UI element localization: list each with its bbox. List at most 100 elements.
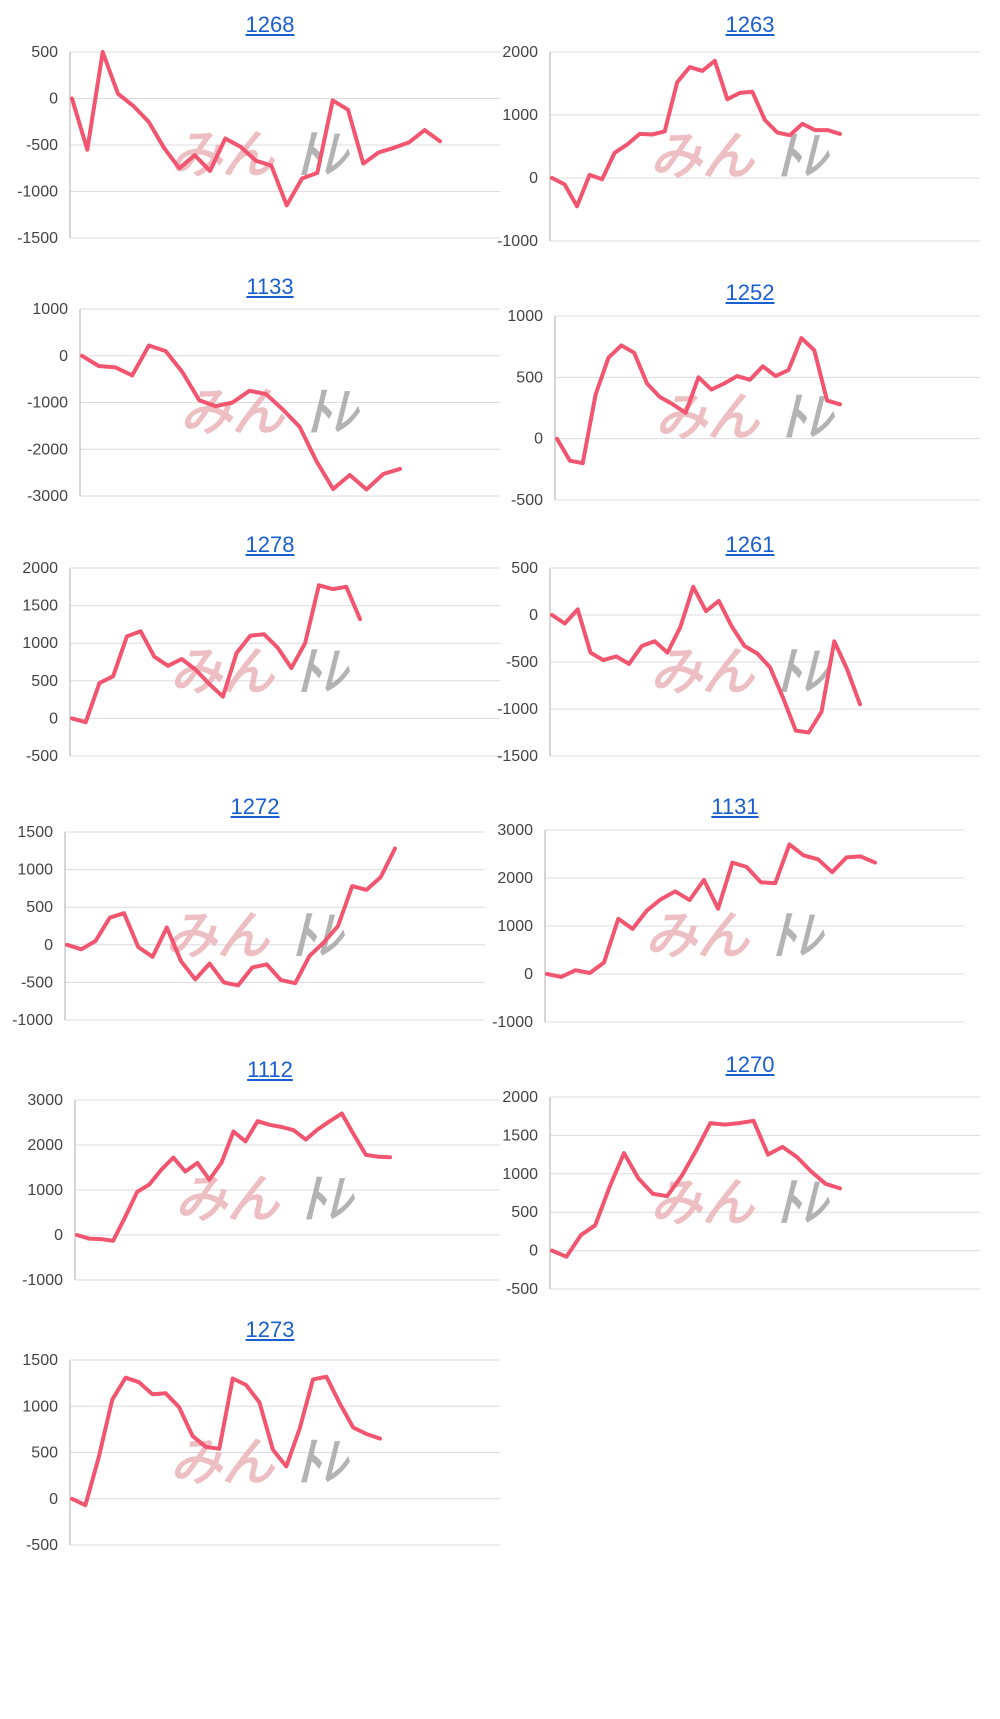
y-tick-label: 1000	[32, 301, 68, 318]
chart-panel-1278: 1278 2000 1500 1000 500 0 -500 みん ﾄﾚ	[20, 520, 520, 805]
y-tick-label: 1500	[17, 824, 53, 841]
y-tick-label: 2000	[27, 1137, 63, 1154]
y-tick-label: -500	[506, 654, 538, 671]
watermark-text-red: みん	[650, 1174, 756, 1234]
y-tick-label: 0	[534, 431, 543, 448]
chart-panel-1112: 1112 3000 2000 1000 0 -1000 みん ﾄﾚ	[20, 1045, 520, 1330]
watermark-logo: みん ﾄﾚ	[645, 907, 826, 967]
y-tick-label: -500	[506, 1281, 538, 1298]
y-tick-label: -1000	[497, 233, 538, 250]
chart-panel-1263: 1263 2000 1000 0 -1000 みん ﾄﾚ	[497, 0, 1000, 285]
chart-panel-1261: 1261 500 0 -500 -1000 -1500 みん ﾄﾚ	[497, 520, 1000, 805]
chart-title-link[interactable]: 1263	[725, 12, 775, 37]
y-tick-label: -500	[26, 137, 58, 154]
y-tick-label: 2000	[497, 870, 533, 887]
chart-title-link[interactable]: 1270	[725, 1052, 775, 1077]
y-tick-label: 1000	[502, 107, 538, 124]
chart-title-link[interactable]: 1278	[245, 532, 295, 557]
y-tick-label: 0	[49, 1491, 58, 1508]
series-line	[70, 50, 442, 208]
y-tick-label: 2000	[22, 560, 58, 577]
y-tick-label: 1500	[502, 1127, 538, 1144]
watermark-logo: みん ﾄﾚ	[650, 1174, 831, 1234]
chart-title-link[interactable]: 1268	[245, 12, 295, 37]
watermark-logo: みん ﾄﾚ	[180, 383, 361, 443]
line-chart: 2000 1000 0 -1000 みん ﾄﾚ	[497, 44, 980, 250]
chart-title-link[interactable]: 1272	[230, 794, 280, 819]
y-tick-label: 2000	[502, 1089, 538, 1106]
watermark-text-gray: ﾄﾚ	[290, 906, 346, 966]
line-chart: 1000 500 0 -500 みん ﾄﾚ	[507, 308, 980, 509]
series-line	[65, 846, 397, 988]
y-tick-label: 0	[59, 348, 68, 365]
watermark-text-red: みん	[650, 127, 756, 187]
y-tick-label: 1000	[22, 635, 58, 652]
y-tick-label: 0	[49, 91, 58, 108]
watermark-text-gray: ﾄﾚ	[775, 642, 831, 702]
y-tick-label: -500	[21, 974, 53, 991]
line-chart: 500 0 -500 -1000 -1500 みん ﾄﾚ	[497, 560, 980, 765]
chart-panel-1133: 1133 1000 0 -1000 -2000 -3000 みん ﾄﾚ	[20, 262, 520, 547]
y-tick-label: -1000	[22, 1272, 63, 1289]
watermark-text-gray: ﾄﾚ	[295, 1433, 351, 1493]
watermark-text-gray: ﾄﾚ	[300, 1170, 356, 1230]
watermark-text-gray: ﾄﾚ	[775, 1174, 831, 1234]
y-tick-label: -1000	[27, 395, 68, 412]
series-line	[550, 1118, 842, 1259]
y-tick-label: 500	[31, 673, 58, 690]
y-tick-label: -500	[511, 492, 543, 509]
y-tick-label: 1000	[497, 918, 533, 935]
line-chart: 1500 1000 500 0 -500 みん ﾄﾚ	[22, 1352, 500, 1554]
y-tick-label: 0	[529, 170, 538, 187]
watermark-text-gray: ﾄﾚ	[295, 642, 351, 702]
chart-title-link[interactable]: 1273	[245, 1317, 295, 1342]
y-tick-label: 500	[31, 1445, 58, 1462]
chart-panel-1131: 1131 3000 2000 1000 0 -1000 みん ﾄﾚ	[485, 782, 985, 1067]
watermark-text-red: みん	[165, 906, 271, 966]
y-tick-label: -2000	[27, 441, 68, 458]
series-line	[545, 842, 877, 979]
y-tick-label: 500	[511, 1204, 538, 1221]
chart-panel-1268: 1268 500 0 -500 -1000 -1500 みん ﾄﾚ	[17, 0, 520, 285]
watermark-logo: みん ﾄﾚ	[175, 1170, 356, 1230]
line-chart: 3000 2000 1000 0 -1000 みん ﾄﾚ	[492, 822, 965, 1031]
watermark-text-red: みん	[180, 383, 286, 443]
y-tick-label: 3000	[497, 822, 533, 839]
y-tick-label: 0	[49, 710, 58, 727]
y-tick-label: 0	[529, 1243, 538, 1260]
watermark-text-gray: ﾄﾚ	[305, 383, 361, 443]
chart-title-link[interactable]: 1131	[711, 794, 759, 819]
y-tick-label: 0	[54, 1227, 63, 1244]
chart-title-link[interactable]: 1112	[247, 1057, 293, 1082]
line-chart: 3000 2000 1000 0 -1000 みん ﾄﾚ	[22, 1092, 500, 1289]
y-tick-label: -1000	[17, 184, 58, 201]
y-tick-label: 1000	[27, 1182, 63, 1199]
watermark-text-red: みん	[175, 1170, 281, 1230]
y-tick-label: 1000	[507, 308, 543, 325]
watermark-text-red: みん	[170, 1433, 276, 1493]
series-line	[555, 336, 842, 466]
y-tick-label: 1000	[17, 862, 53, 879]
chart-title-link[interactable]: 1252	[725, 280, 775, 305]
series-line	[70, 1374, 382, 1508]
y-tick-label: 0	[524, 966, 533, 983]
chart-panel-1272: 1272 1500 1000 500 0 -500 -1000 みん ﾄﾚ	[5, 782, 505, 1067]
watermark-text-gray: ﾄﾚ	[770, 907, 826, 967]
chart-title-link[interactable]: 1261	[725, 532, 775, 557]
line-chart: 1500 1000 500 0 -500 -1000 みん ﾄﾚ	[12, 824, 485, 1029]
y-tick-label: -1000	[492, 1014, 533, 1031]
series-line	[550, 584, 862, 735]
chart-panel-1273: 1273 1500 1000 500 0 -500 みん ﾄﾚ	[20, 1305, 520, 1590]
y-tick-label: -3000	[27, 488, 68, 505]
watermark-text-red: みん	[645, 907, 751, 967]
y-tick-label: -1500	[17, 230, 58, 247]
y-tick-label: 0	[529, 607, 538, 624]
y-tick-label: -1000	[12, 1012, 53, 1029]
chart-title-link[interactable]: 1133	[246, 274, 294, 299]
y-tick-label: 3000	[27, 1092, 63, 1109]
y-tick-label: 0	[44, 937, 53, 954]
series-line	[70, 583, 362, 725]
y-tick-label: 1000	[22, 1398, 58, 1415]
